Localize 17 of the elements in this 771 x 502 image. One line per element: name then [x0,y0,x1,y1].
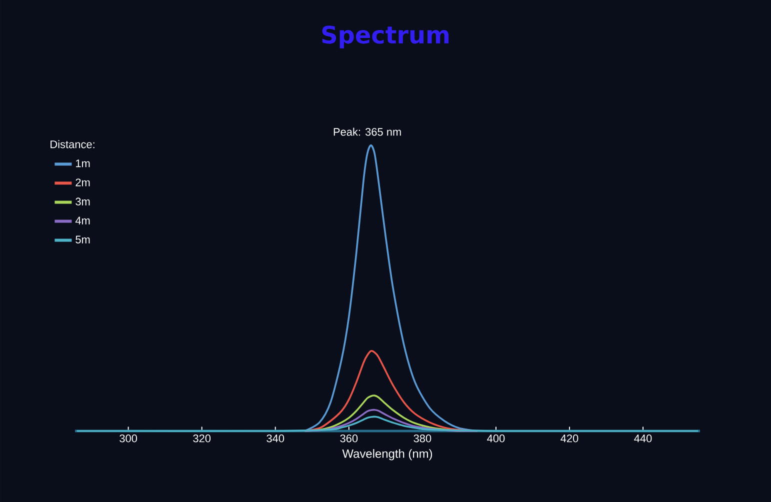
legend-label: 2m [76,178,90,186]
legend-label: 1m [76,160,90,168]
x-tick-label: 440 [634,434,652,442]
x-tick-label: 320 [193,434,211,442]
legend-label: 5m [76,236,90,244]
x-tick-label: 300 [120,434,138,442]
x-tick-label: 380 [414,434,432,442]
x-axis-title: Wavelength (nm) [342,449,432,460]
x-tick-label: 400 [487,434,505,442]
x-tick-label: 340 [266,434,284,442]
legend-label: 4m [75,216,90,224]
legend-label: 3m [76,198,90,206]
annotation: Peak: 365 nm [334,128,401,136]
x-tick-label: 360 [340,434,358,442]
x-tick-label: 420 [560,434,578,442]
legend-title: Distance: [50,140,94,148]
chart-title: Spectrum [322,26,449,48]
